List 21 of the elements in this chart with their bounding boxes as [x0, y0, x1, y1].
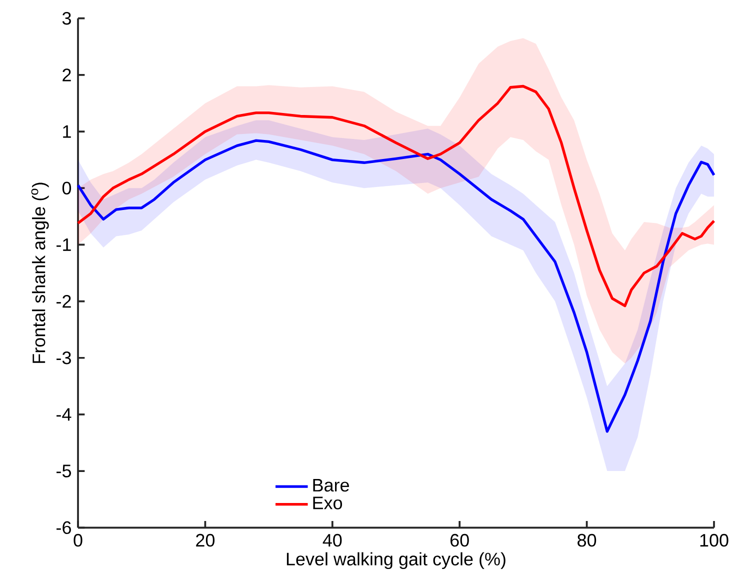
x-tick-label: 40 [322, 534, 342, 547]
y-tick-label: 3 [62, 12, 71, 25]
x-axis-title: Level walking gait cycle (%) [286, 552, 506, 570]
legend-label: Exo [313, 496, 342, 510]
y-tick-label: -4 [56, 408, 72, 421]
y-tick-label: -1 [56, 238, 71, 251]
y-tick-label: -6 [56, 521, 71, 534]
y-tick-label: -3 [56, 352, 71, 364]
y-axis-title: Frontal shank angle ($^{o}$) [31, 182, 49, 363]
y-tick-label: -2 [56, 295, 71, 308]
x-tick-label: 100 [700, 534, 728, 547]
x-tick-label: 60 [450, 534, 469, 547]
x-tick-label: 80 [578, 534, 596, 547]
legend-label: Bare [313, 479, 349, 492]
line-series [76, 139, 716, 433]
y-tick-label: 1 [63, 125, 71, 138]
y-tick-label: 0 [62, 182, 72, 194]
x-tick-label: 20 [196, 534, 215, 547]
x-tick-label: 0 [74, 534, 82, 547]
y-tick-label: 2 [62, 68, 71, 82]
y-tick-label: -5 [56, 464, 71, 478]
